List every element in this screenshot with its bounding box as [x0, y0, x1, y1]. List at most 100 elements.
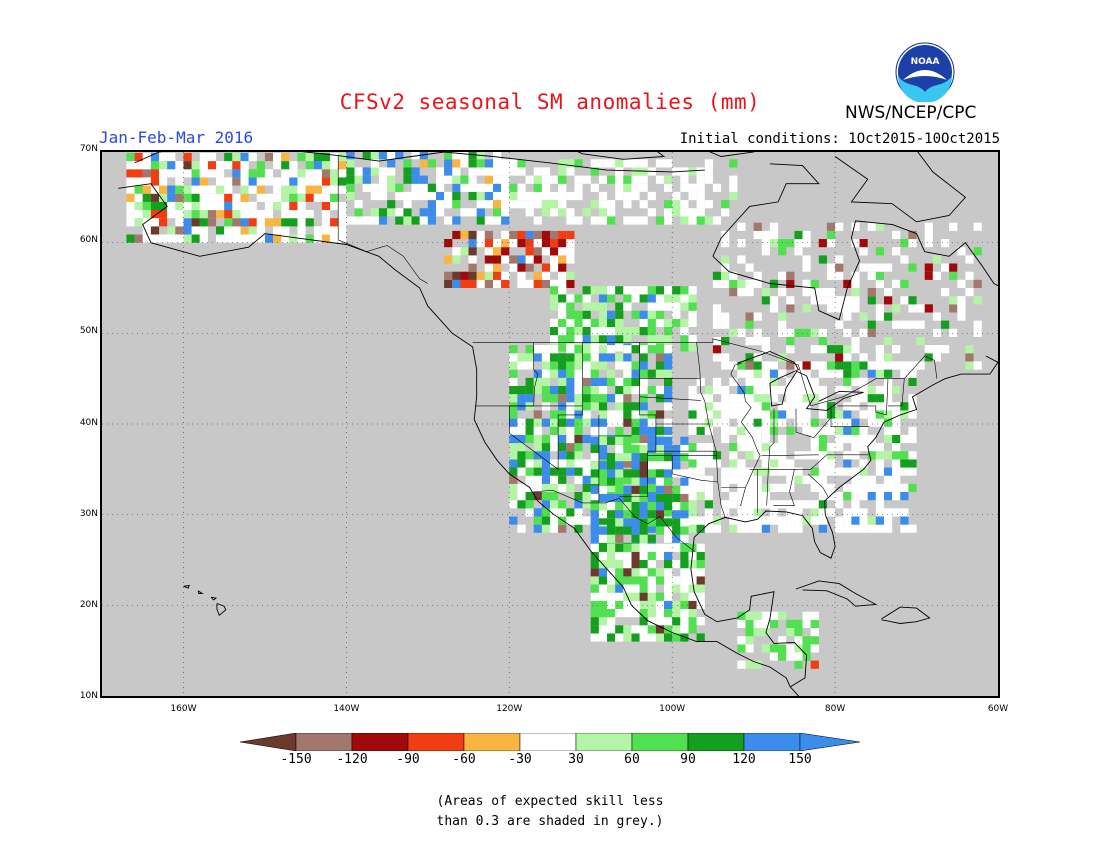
anomaly-cell [835, 361, 844, 370]
anomaly-cell [509, 426, 518, 435]
anomaly-cell [851, 500, 860, 509]
anomaly-cell [631, 502, 640, 511]
anomaly-cell [729, 500, 738, 509]
anomaly-cell [631, 191, 640, 201]
anomaly-cell [541, 263, 551, 272]
anomaly-cell [550, 255, 559, 264]
anomaly-cell [851, 288, 860, 297]
anomaly-cell [818, 508, 827, 517]
anomaly-cell [484, 239, 493, 248]
anomaly-cell [794, 418, 803, 427]
anomaly-cell [664, 418, 673, 427]
anomaly-cell [541, 500, 551, 509]
anomaly-cell [550, 286, 559, 295]
anomaly-cell [737, 369, 746, 378]
anomaly-cell [574, 426, 583, 435]
anomaly-cell [590, 518, 599, 527]
anomaly-cell [631, 600, 640, 609]
anomaly-cell [818, 288, 827, 297]
anomaly-cell [672, 200, 681, 209]
anomaly-cell [224, 152, 233, 162]
anomaly-cell [639, 327, 648, 336]
anomaly-cell [810, 500, 819, 509]
anomaly-cell [680, 318, 689, 327]
anomaly-cell [753, 619, 762, 628]
colorbar-tick-label: -90 [396, 752, 420, 767]
anomaly-cell [696, 633, 705, 642]
anomaly-cell [639, 361, 648, 370]
anomaly-cell [493, 200, 502, 209]
anomaly-cell [558, 200, 567, 209]
anomaly-cell [884, 361, 893, 370]
anomaly-cell [509, 492, 518, 501]
anomaly-cell [818, 443, 827, 452]
anomaly-cell [167, 161, 176, 170]
anomaly-cell [794, 402, 803, 411]
anomaly-cell [142, 201, 151, 211]
anomaly-cell [745, 434, 754, 444]
anomaly-cell [631, 633, 640, 642]
anomaly-cell [794, 369, 803, 378]
anomaly-cell [582, 318, 591, 327]
anomaly-cell [615, 327, 624, 336]
skill-note-line2: than 0.3 are shaded in grey.) [436, 814, 664, 829]
anomaly-cell [965, 255, 974, 264]
anomaly-cell [884, 418, 893, 427]
anomaly-cell [574, 508, 583, 517]
anomaly-cell [623, 510, 632, 519]
anomaly-cell [598, 175, 608, 184]
anomaly-cell [655, 385, 665, 395]
anomaly-cell [639, 526, 648, 535]
anomaly-cell [688, 492, 697, 501]
anomaly-cell [892, 451, 901, 460]
anomaly-cell [647, 436, 656, 445]
anomaly-cell [655, 302, 665, 311]
anomaly-cell [729, 175, 738, 184]
anomaly-cell [664, 568, 673, 577]
anomaly-cell [476, 216, 485, 225]
anomaly-cell [574, 385, 583, 395]
anomaly-cell [517, 361, 526, 370]
anomaly-cell [908, 361, 917, 370]
anomaly-cell [778, 320, 787, 329]
anomaly-cell [281, 152, 290, 162]
anomaly-cell [615, 560, 624, 569]
anomaly-cell [550, 239, 559, 248]
anomaly-cell [753, 524, 762, 533]
anomaly-cell [615, 592, 624, 601]
anomaly-cell [802, 377, 811, 386]
anomaly-cell [835, 443, 844, 452]
anomaly-cell [607, 477, 616, 486]
anomaly-cell [696, 524, 705, 533]
anomaly-cell [541, 200, 551, 209]
anomaly-cell [517, 459, 526, 468]
anomaly-cell [615, 516, 624, 525]
anomaly-cell [541, 483, 551, 492]
anomaly-cell [264, 177, 274, 186]
anomaly-cell [615, 418, 624, 427]
anomaly-cell [525, 279, 534, 288]
anomaly-cell [558, 508, 567, 517]
colorbar-tick-label: -150 [280, 752, 312, 767]
anomaly-cell [672, 576, 681, 585]
anomaly-cell [778, 410, 787, 419]
anomaly-cell [509, 500, 518, 509]
anomaly-cell [590, 418, 599, 427]
anomaly-cell [321, 218, 331, 227]
anomaly-cell [240, 193, 249, 202]
anomaly-cell [566, 302, 575, 311]
anomaly-cell [615, 318, 624, 327]
anomaly-cell [607, 609, 616, 618]
anomaly-cell [704, 394, 713, 403]
anomaly-cell [924, 271, 933, 280]
anomaly-cell [541, 459, 551, 468]
anomaly-cell [647, 469, 656, 478]
anomaly-cell [525, 434, 534, 444]
anomaly-cell [607, 576, 616, 585]
anomaly-cell [525, 451, 534, 460]
anomaly-cell [460, 230, 469, 240]
anomaly-cell [126, 218, 135, 227]
anomaly-cell [330, 161, 339, 170]
anomaly-cell [761, 492, 770, 501]
anomaly-cell [598, 345, 608, 354]
